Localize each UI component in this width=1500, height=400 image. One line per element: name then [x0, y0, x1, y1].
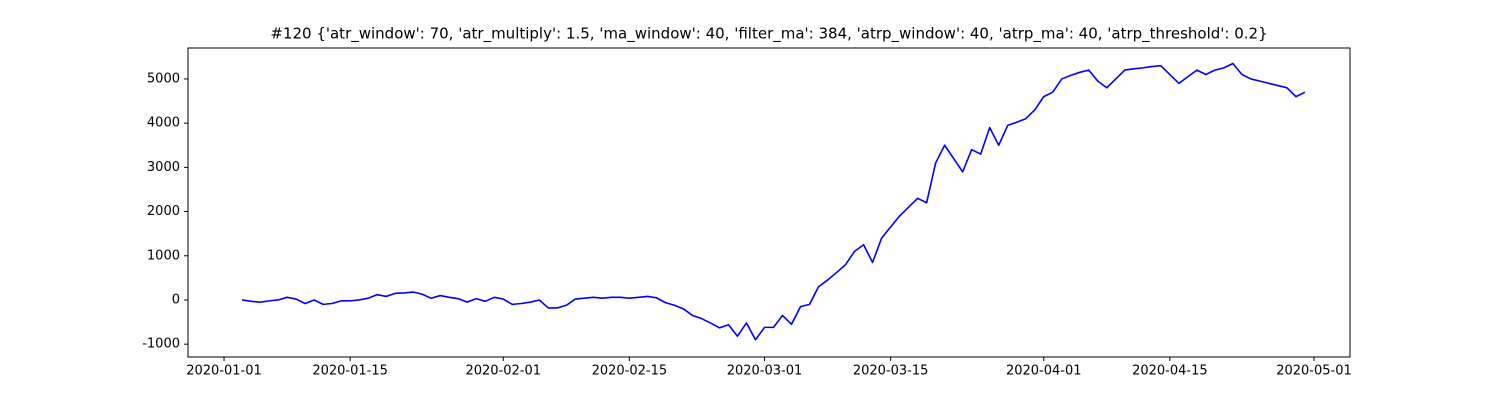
- x-tick-label: 2020-01-01: [186, 364, 262, 379]
- y-tick-label: 0: [172, 292, 180, 307]
- y-tick-label: 1000: [147, 248, 180, 263]
- line-series: [241, 62, 1306, 341]
- x-tick-label: 2020-05-01: [1276, 364, 1352, 379]
- x-tick-label: 2020-04-01: [1006, 364, 1082, 379]
- x-tick-label: 2020-01-15: [312, 364, 388, 379]
- x-tick-label: 2020-02-15: [592, 364, 668, 379]
- y-tick-label: 2000: [147, 204, 180, 219]
- y-tick-label: 5000: [147, 71, 180, 86]
- x-tick-label: 2020-04-15: [1132, 364, 1208, 379]
- y-tick-label: -1000: [142, 337, 180, 352]
- y-tick-label: 3000: [147, 160, 180, 175]
- x-tick-label: 2020-02-01: [465, 364, 541, 379]
- x-tick-label: 2020-03-15: [853, 364, 929, 379]
- plot-frame: [187, 47, 1351, 358]
- chart-title: #120 {'atr_window': 70, 'atr_multiply': …: [270, 25, 1267, 44]
- y-tick-label: 4000: [147, 116, 180, 131]
- x-tick-label: 2020-03-01: [727, 364, 803, 379]
